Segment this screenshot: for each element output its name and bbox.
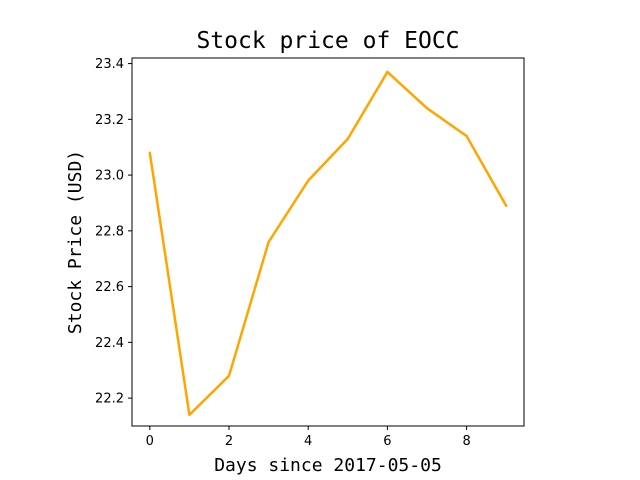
x-tick-label: 2 <box>225 434 233 449</box>
x-tick-label: 4 <box>304 434 312 449</box>
x-tick-label: 8 <box>462 434 470 449</box>
chart-title: Stock price of EOCC <box>196 28 459 54</box>
y-tick-label: 22.4 <box>95 336 124 351</box>
x-axis-label: Days since 2017-05-05 <box>214 455 442 476</box>
series-line <box>148 70 508 417</box>
y-tick-label: 23.0 <box>95 169 124 184</box>
y-axis-label: Stock Price (USD) <box>65 150 86 334</box>
y-tick-label: 23.4 <box>95 57 124 72</box>
x-axis: 0 2 4 6 8 <box>146 426 471 449</box>
x-tick-label: 6 <box>383 434 391 449</box>
y-tick-label: 22.2 <box>95 392 124 407</box>
plot-area-frame <box>131 57 525 427</box>
series-group <box>148 70 508 417</box>
y-tick-label: 23.2 <box>95 113 124 128</box>
y-axis: 22.2 22.4 22.6 22.8 23.0 23.2 23.4 <box>95 57 132 407</box>
y-tick-label: 22.8 <box>95 224 124 239</box>
y-tick-label: 22.6 <box>95 280 124 295</box>
x-tick-label: 0 <box>146 434 154 449</box>
